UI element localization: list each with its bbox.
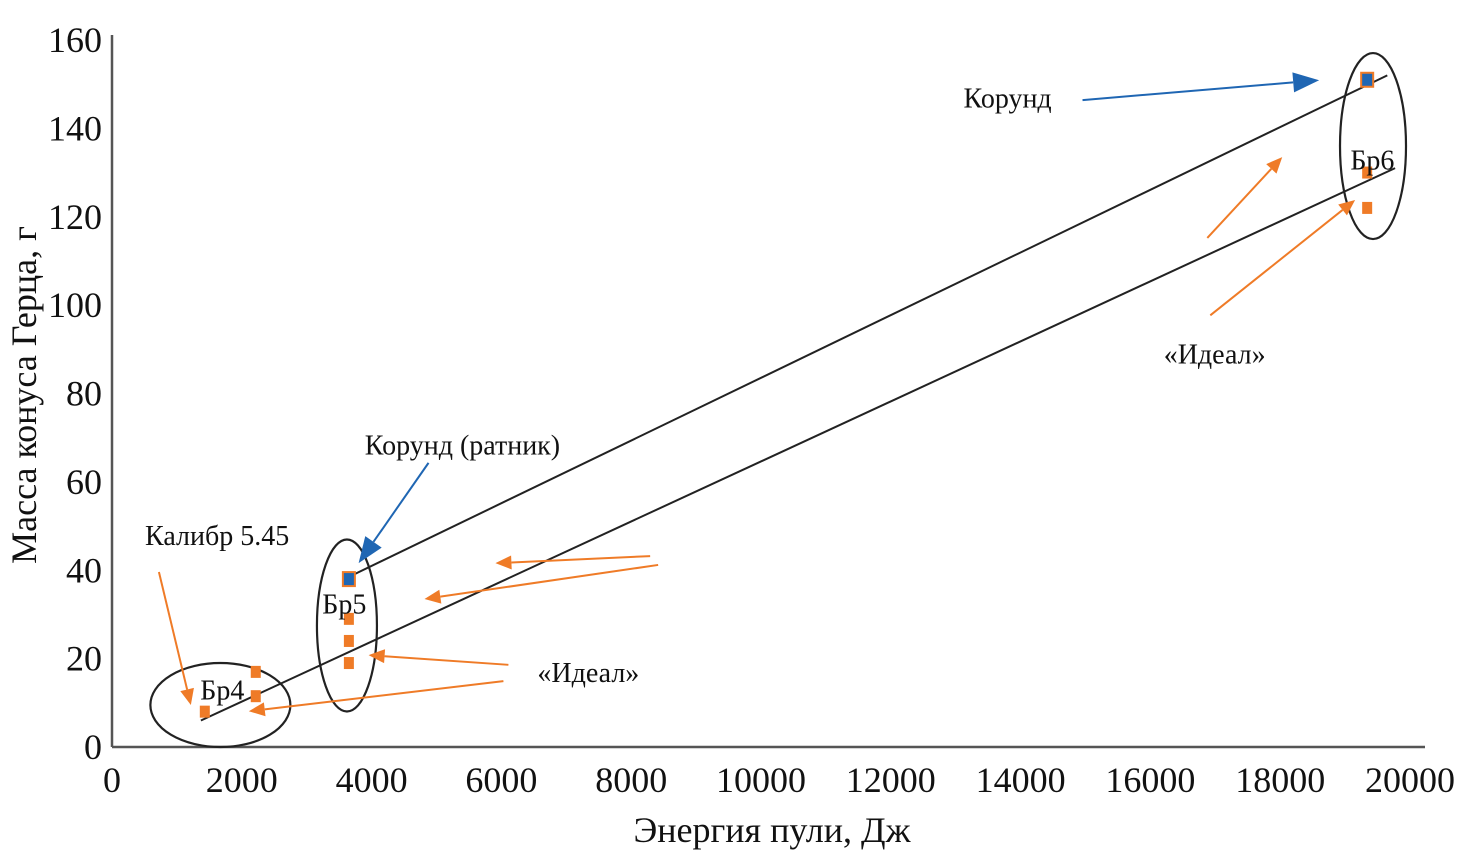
annotation-arrow-line	[157, 571, 189, 690]
data-point-ideal	[250, 690, 261, 703]
y-tick-label: 0	[84, 727, 102, 767]
x-tick-label: 2000	[206, 760, 278, 800]
data-point-ideal	[250, 665, 261, 678]
x-axis-label: Энергия пули, Дж	[634, 810, 912, 850]
annotation-arrow-line	[1209, 209, 1344, 317]
y-tick-label: 60	[66, 462, 102, 502]
y-tick-label: 120	[48, 197, 102, 237]
data-points	[199, 71, 1375, 718]
group-ellipse	[1338, 51, 1408, 241]
annotation-label: «Идеал»	[537, 658, 639, 689]
data-point-ideal	[343, 657, 354, 670]
y-tick-label: 140	[48, 108, 102, 148]
annotation-arrow-line	[1082, 81, 1294, 102]
group-ellipse	[149, 661, 292, 749]
annotation-arrow-line	[1206, 168, 1273, 239]
annotation-arrow-line	[511, 555, 651, 564]
y-tick-label: 100	[48, 285, 102, 325]
x-tick-label: 8000	[595, 760, 667, 800]
y-axis-label: Масса конуса Герца, г	[4, 226, 44, 564]
annotation-label: Калибр 5.45	[145, 521, 289, 552]
data-point-korund	[341, 571, 356, 588]
y-tick-label: 160	[48, 20, 102, 60]
annotation-arrows	[157, 72, 1356, 717]
arrow-head-icon	[358, 536, 382, 564]
arrow-head-icon	[495, 555, 512, 570]
arrow-head-icon	[180, 687, 194, 706]
annotation-label: «Идеал»	[1164, 340, 1266, 371]
annotation-label: Корунд	[964, 83, 1052, 114]
y-tick-label: 20	[66, 639, 102, 679]
annotation-label: Корунд (ратник)	[365, 430, 560, 461]
trend-lines	[200, 74, 1396, 722]
y-tick-label: 40	[66, 550, 102, 590]
data-point-korund	[1360, 71, 1375, 88]
trend-line-upper	[348, 74, 1388, 578]
annotation-arrow-line	[372, 462, 430, 543]
x-tick-label: 14000	[976, 760, 1066, 800]
x-tick-label: 16000	[1105, 760, 1195, 800]
annotation-arrow-line	[264, 680, 504, 711]
group-label: Бр5	[322, 589, 366, 620]
x-tick-label: 20000	[1365, 760, 1455, 800]
data-point-ideal	[1362, 201, 1373, 214]
data-point-ideal	[199, 705, 210, 718]
arrow-head-icon	[1266, 157, 1283, 174]
trend-line-lower	[200, 167, 1396, 722]
arrow-head-icon	[1338, 199, 1356, 216]
annotation-arrow-line	[384, 655, 509, 666]
x-tick-label: 4000	[336, 760, 408, 800]
annotation-arrow-line	[440, 563, 659, 598]
y-tick-label: 80	[66, 374, 102, 414]
group-label: Бр4	[200, 676, 244, 707]
group-ellipse	[315, 538, 379, 713]
group-label: Бр6	[1350, 145, 1394, 176]
annotation-labels: Бр4 Бр5 Бр6 Корунд Корунд (ратник) Калибр 5.4…	[145, 83, 1394, 706]
axes: 0 2000 4000 6000 8000 10000 12000 14000 16000 180…	[48, 20, 1455, 800]
arrow-head-icon	[368, 649, 386, 664]
x-tick-label: 0	[103, 760, 121, 800]
x-tick-label: 18000	[1235, 760, 1325, 800]
arrow-head-icon	[248, 702, 266, 717]
x-tick-label: 12000	[846, 760, 936, 800]
data-point-ideal	[1362, 166, 1373, 179]
x-tick-label: 10000	[716, 760, 806, 800]
arrow-head-icon	[1292, 72, 1320, 93]
data-point-ideal	[343, 612, 354, 625]
data-point-ideal	[343, 634, 354, 647]
arrow-head-icon	[424, 589, 442, 604]
x-tick-label: 6000	[465, 760, 537, 800]
group-ellipses	[149, 51, 1408, 749]
